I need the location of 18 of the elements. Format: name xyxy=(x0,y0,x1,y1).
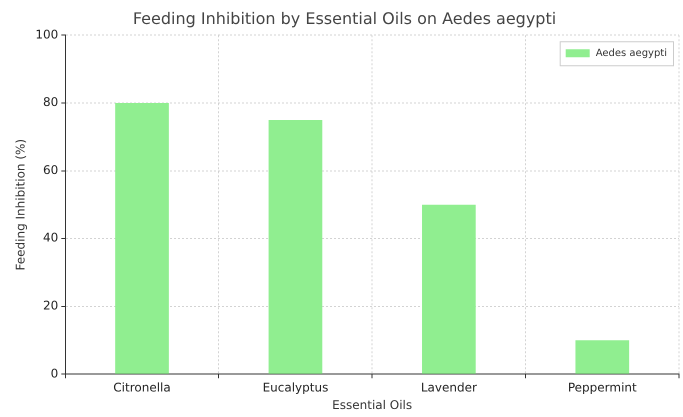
bar xyxy=(115,103,169,374)
y-tick-label: 0 xyxy=(50,366,58,380)
bar xyxy=(422,204,476,374)
bar xyxy=(575,340,630,374)
y-tick-label: 20 xyxy=(43,298,58,313)
bar xyxy=(268,120,322,374)
y-axis-title: Feeding Inhibition (%) xyxy=(13,138,28,271)
y-tick-label: 40 xyxy=(43,230,58,245)
x-tick-label: Citronella xyxy=(113,380,171,395)
x-tick-label: Eucalyptus xyxy=(262,380,328,395)
legend-label: Aedes aegypti xyxy=(596,48,668,59)
x-tick-label: Peppermint xyxy=(568,380,638,395)
x-axis-title: Essential Oils xyxy=(332,398,412,412)
x-tick-label: Lavender xyxy=(420,380,477,395)
y-tick-label: 60 xyxy=(43,162,58,177)
y-tick-label: 80 xyxy=(43,95,58,110)
y-tick-label: 100 xyxy=(35,27,58,42)
chart-title: Feeding Inhibition by Essential Oils on Aedes aegypti xyxy=(132,8,556,28)
